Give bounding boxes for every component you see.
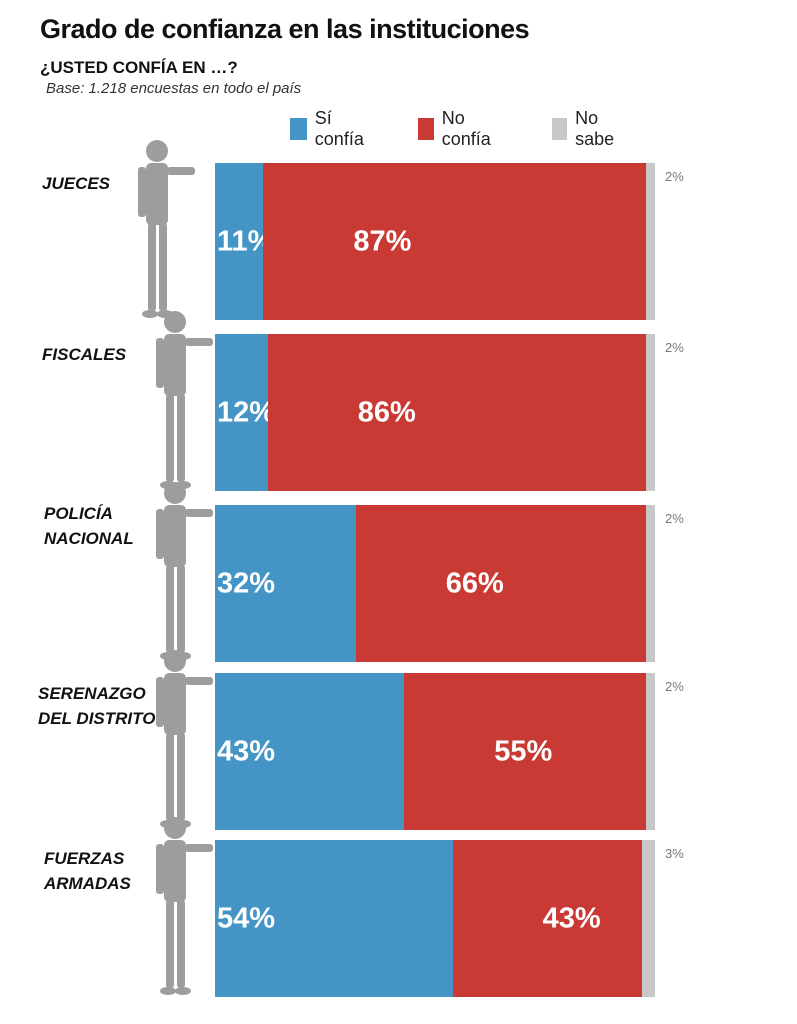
category-label-line: NACIONAL xyxy=(44,529,134,548)
bar-segment-no xyxy=(452,840,642,997)
legend-item-si: Sí confía xyxy=(290,108,369,150)
bar-segment-si xyxy=(215,163,264,320)
bar-segment-no xyxy=(404,673,647,830)
value-label-si: 32% xyxy=(217,567,276,599)
bar-segment-ns xyxy=(646,505,655,662)
category-label-fuerzas-armadas: FUERZAS ARMADAS xyxy=(44,846,131,896)
category-label-policia-nacional: POLICÍA NACIONAL xyxy=(44,501,134,551)
figure-jueces-icon xyxy=(138,140,195,318)
category-label-serenazgo-del-distrito: SERENAZGO DEL DISTRITO xyxy=(38,681,155,731)
legend-label-no: No confía xyxy=(441,108,491,149)
value-label-ns: 3% xyxy=(665,846,684,861)
legend-swatch-ns xyxy=(552,118,568,140)
base-note: Base: 1.218 encuestas en todo el país xyxy=(46,80,302,97)
value-label-si: 12% xyxy=(217,396,276,428)
legend-label-ns: No sabe xyxy=(575,108,615,149)
bar-jueces: 11% 87% xyxy=(215,163,655,320)
category-label-jueces: JUECES xyxy=(42,171,110,196)
category-label-fiscales: FISCALES xyxy=(42,342,126,367)
value-label-si: 54% xyxy=(217,902,276,934)
bar-segment-si xyxy=(215,334,268,491)
bar-segment-no xyxy=(355,505,647,662)
legend-label-si: Sí confía xyxy=(314,108,364,149)
chart-subtitle: ¿USTED CONFÍA EN …? xyxy=(40,58,238,77)
bar-segment-si xyxy=(215,840,453,997)
value-label-no: 86% xyxy=(357,396,416,428)
bar-segment-ns xyxy=(646,334,655,491)
category-label-line: JUECES xyxy=(42,174,111,193)
legend-swatch-si xyxy=(290,118,307,140)
bar-fuerzas-armadas: 54% 43% xyxy=(215,840,655,997)
category-label-line: FISCALES xyxy=(42,345,127,364)
bar-fiscales: 12% 86% xyxy=(215,334,655,491)
category-label-line: ARMADAS xyxy=(44,874,131,893)
figure-fuerzas-armadas-icon xyxy=(156,817,213,995)
bar-segment-ns xyxy=(646,673,655,830)
figure-fiscales-icon xyxy=(156,311,213,489)
legend-item-no: No confía xyxy=(418,108,497,150)
category-label-line: FUERZAS xyxy=(44,849,125,868)
value-label-ns: 2% xyxy=(665,169,684,184)
value-label-no: 66% xyxy=(445,567,504,599)
bar-serenazgo-del-distrito: 43% 55% xyxy=(215,673,655,830)
bar-segment-ns xyxy=(641,840,655,997)
value-label-no: 55% xyxy=(494,735,553,767)
bar-segment-ns xyxy=(646,163,655,320)
category-label-line: SERENAZGO xyxy=(38,684,146,703)
value-label-ns: 2% xyxy=(665,511,684,526)
bar-segment-si xyxy=(215,505,356,662)
bar-segment-no xyxy=(267,334,647,491)
value-label-no: 87% xyxy=(353,225,412,257)
value-label-ns: 2% xyxy=(665,340,684,355)
figure-policia-nacional-icon xyxy=(156,482,213,660)
chart-title: Grado de confianza en las instituciones xyxy=(40,14,530,44)
value-label-si: 43% xyxy=(217,735,276,767)
category-label-line: DEL DISTRITO xyxy=(38,709,156,728)
bar-segment-si xyxy=(215,673,405,830)
value-label-ns: 2% xyxy=(665,679,684,694)
value-label-no: 43% xyxy=(542,902,601,934)
legend-item-ns: No sabe xyxy=(552,108,621,150)
bar-segment-no xyxy=(263,163,647,320)
legend-swatch-no xyxy=(418,118,434,140)
bar-policia-nacional: 32% 66% xyxy=(215,505,655,662)
figure-serenazgo-del-distrito-icon xyxy=(156,650,213,828)
category-label-line: POLICÍA xyxy=(44,504,113,523)
